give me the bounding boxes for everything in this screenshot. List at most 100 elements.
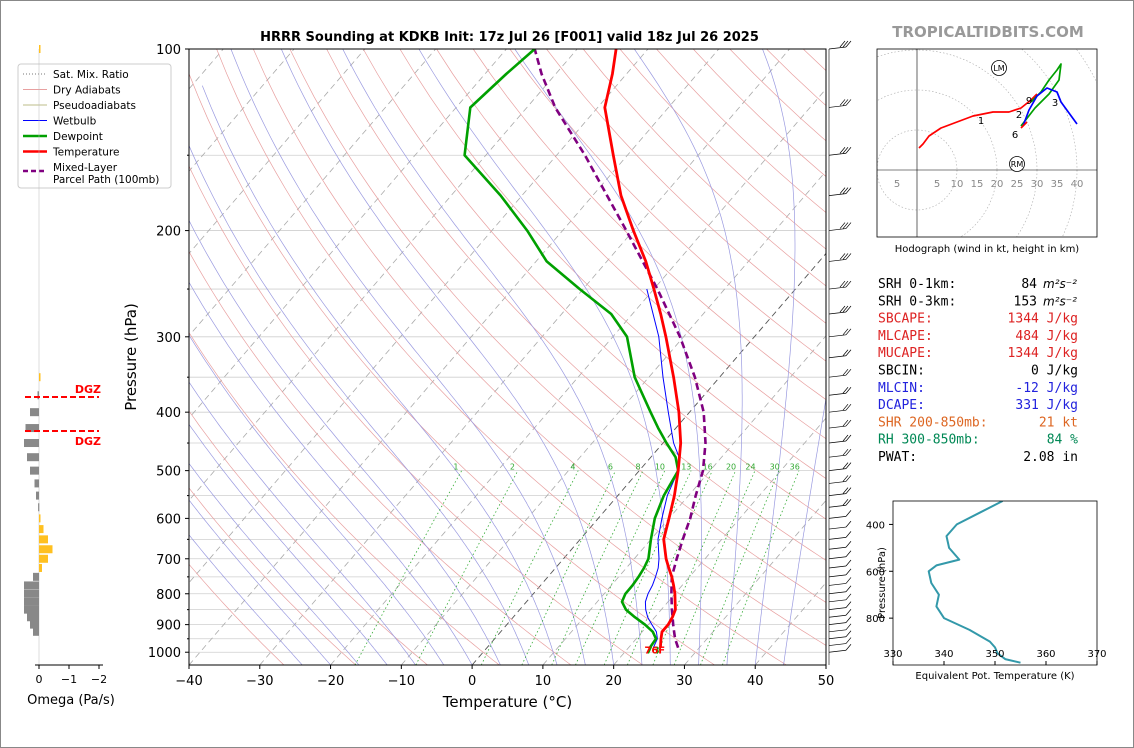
mixing-ratio-line [722, 470, 800, 665]
wind-barb-flag [845, 448, 852, 456]
y-tick-label: 300 [156, 331, 181, 346]
series-temperature [603, 49, 683, 648]
wind-barb-flag [845, 40, 852, 48]
y-tick-label: 700 [156, 553, 181, 568]
y-tick-label: 100 [156, 43, 181, 58]
x-tick-label: 0 [468, 674, 476, 689]
omega-bar [33, 572, 39, 581]
index-value: 331 J/kg [1015, 398, 1078, 413]
omega-bar [39, 563, 42, 572]
wind-barb-flag [845, 434, 852, 442]
theta-e-frame [892, 500, 1098, 666]
theta-x-tick-label: 370 [1087, 649, 1106, 660]
theta-e-panel: 400 600 800 330 340 350 360 370 Equivalent Pot. … [866, 500, 1107, 682]
hodo-trace [1020, 121, 1028, 129]
index-value: 0 J/kg [1031, 364, 1078, 379]
omega-panel: 0 −1 −2 Omega (Pa/s) DGZ DGZ [24, 45, 115, 708]
x-tick-label: 20 [605, 674, 622, 689]
wind-barb-flag [842, 253, 849, 260]
mixing-ratio-label: 4 [570, 463, 575, 472]
isotherm-line [684, 499, 826, 665]
legend-label: Pseudoadiabats [53, 100, 136, 112]
pseudoadiabat-line [280, 49, 615, 665]
wind-barb [828, 493, 847, 496]
omega-bar [37, 391, 39, 400]
wind-barb-flag [845, 403, 852, 411]
wind-barb [828, 556, 847, 560]
wind-barb-flag [845, 593, 852, 601]
mixing-ratio-line [521, 470, 616, 665]
pseudoadiabat-line [189, 534, 303, 665]
mixing-ratio-line [673, 470, 756, 665]
y-tick-label: 800 [156, 588, 181, 603]
wind-barb [828, 468, 847, 471]
hodo-height-label: 1 [978, 116, 984, 127]
legend-label: Sat. Mix. Ratio [53, 69, 129, 81]
dry-adiabat-line [189, 563, 285, 665]
omega-bar [38, 503, 40, 512]
wind-barb [828, 374, 847, 378]
dry-adiabat-line [189, 165, 643, 665]
wind-barb-flag [845, 616, 852, 623]
isotherm-line [542, 335, 826, 665]
x-tick-label: −20 [317, 674, 344, 689]
hodo-ring-label: 5 [894, 179, 900, 190]
wind-barb [828, 409, 847, 413]
dgz-label: DGZ [75, 435, 101, 448]
wind-barb [828, 636, 847, 640]
wind-barb [828, 425, 847, 429]
wind-barb-flag [839, 305, 846, 313]
theta-y-tick-label: 600 [866, 567, 885, 578]
index-value: 84 [1021, 277, 1037, 292]
mixing-ratio-line [480, 470, 579, 665]
wind-barb-flag [842, 328, 849, 336]
legend: Sat. Mix. Ratio Dry Adiabats Pseudoadiabat… [17, 63, 172, 189]
wind-barb-flag [845, 305, 852, 313]
hodo-height-label: 3 [1052, 98, 1058, 109]
wind-barb-flag [842, 434, 849, 442]
y-tick-label: 500 [156, 465, 181, 480]
mixing-ratio-line [652, 470, 736, 665]
omega-bar [34, 479, 39, 488]
wind-barb-flag [845, 637, 852, 644]
hodo-ring-label: 20 [991, 179, 1004, 190]
wind-barb-flag [845, 643, 852, 651]
wind-barb-flag [842, 403, 849, 411]
wind-barb-flag [845, 368, 852, 376]
skewt-background-lines: 1 2 4 6 8 10 13 16 20 24 30 36 [189, 49, 826, 665]
x-axis-label: Temperature (°C) [442, 693, 572, 711]
y-tick-label: 900 [156, 619, 181, 634]
index-label: MUCAPE: [878, 346, 933, 361]
mixing-ratio-line [700, 470, 780, 665]
index-unit: m²s⁻² [1043, 294, 1077, 308]
omega-bar [30, 620, 39, 629]
index-unit: m²s⁻² [1043, 277, 1077, 291]
series-dewpoint [463, 49, 680, 649]
isotherm-line [189, 49, 720, 665]
index-value: 153 [1014, 294, 1037, 309]
pseudoadiabat-line [189, 281, 473, 665]
wind-barb [828, 607, 847, 610]
theta-x-tick-label: 340 [934, 649, 953, 660]
hodo-frame [876, 48, 1098, 238]
mixing-ratio-label: 36 [790, 463, 800, 472]
wind-barb-flag [845, 550, 852, 558]
hodo-storm-label: LM [993, 64, 1004, 73]
x-tick-label: −30 [246, 674, 273, 689]
y-tick-label: 1000 [148, 646, 181, 661]
wind-barb-flag [845, 387, 852, 394]
wind-barb-flag [842, 448, 849, 456]
hodo-ring-label: 10 [951, 179, 964, 190]
wind-barb-flag [845, 222, 852, 229]
wind-barb-flag [842, 222, 849, 229]
mixing-ratio-label: 13 [681, 463, 691, 472]
wind-barb [828, 355, 847, 359]
omega-bar [33, 627, 39, 636]
isotherm-line [613, 417, 826, 665]
wind-barb-flag [845, 531, 852, 538]
wind-barb-flag [845, 499, 852, 506]
wind-barb-flag [845, 462, 852, 469]
omega-bar [39, 373, 41, 382]
wind-barb-flag [839, 99, 846, 106]
mixing-ratio-label: 1 [453, 463, 458, 472]
